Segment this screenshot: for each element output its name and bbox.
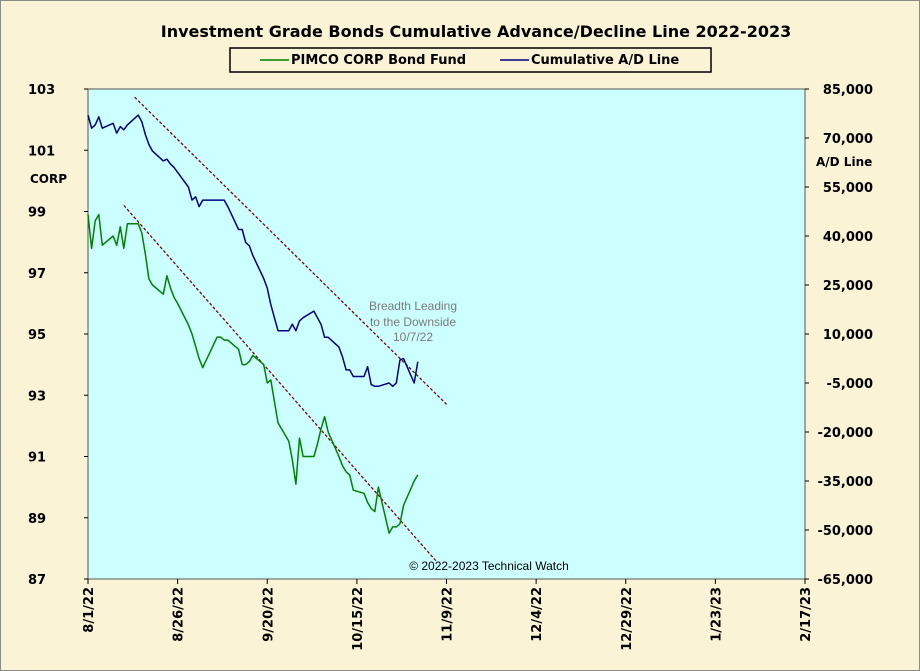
trendlines: [123, 96, 447, 562]
series-line-ad: [87, 114, 419, 388]
right-tick-label: 25,000: [823, 279, 873, 294]
right-tick-label: 85,000: [823, 83, 873, 98]
left-tick-label: 103: [28, 83, 55, 98]
x-tick-label: 11/9/22: [441, 587, 456, 642]
left-axis: 103 101 99 97 95 93 91 89 87: [28, 83, 88, 588]
legend-box: [229, 47, 712, 73]
legend-label-corp: PIMCO CORP Bond Fund: [291, 53, 466, 68]
x-tick-label: 12/4/22: [530, 587, 545, 642]
plot-area: [87, 88, 806, 580]
left-tick-label: 93: [28, 389, 46, 404]
x-tick-label: 10/15/22: [351, 587, 366, 651]
x-tick-label: 9/20/22: [261, 587, 276, 642]
annotation-line-3: 10/7/22: [393, 330, 433, 344]
right-tick-label: 10,000: [823, 328, 873, 343]
series-lines: [87, 114, 419, 534]
x-tick-label: 12/29/22: [620, 587, 635, 651]
right-tick-label: -20,000: [817, 426, 873, 441]
right-axis: 85,000 70,000 55,000 40,000 25,000 10,000 -5,0…: [805, 83, 873, 588]
right-tick-label: -5,000: [826, 377, 873, 392]
right-tick-label: 40,000: [823, 230, 873, 245]
annotation-line-2: to the Downside: [370, 315, 456, 329]
right-tick-label: -35,000: [817, 475, 873, 490]
x-tick-label: 1/23/23: [709, 587, 724, 642]
left-tick-label: 95: [28, 328, 46, 343]
annotation: Breadth Leading to the Downside 10/7/22: [369, 299, 457, 344]
chart-title: Investment Grade Bonds Cumulative Advanc…: [161, 22, 791, 41]
series-line-corp: [87, 213, 419, 534]
left-tick-label: 97: [28, 267, 46, 282]
left-tick-label: 87: [28, 573, 46, 588]
right-tick-label: 70,000: [823, 132, 873, 147]
left-tick-label: 99: [28, 206, 46, 221]
left-tick-label: 101: [28, 144, 55, 159]
legend: PIMCO CORP Bond Fund Cumulative A/D Line: [229, 47, 712, 73]
x-axis: 8/1/22 8/26/22 9/20/22 10/15/22 11/9/22 12/4/…: [82, 579, 814, 651]
x-tick-label: 8/26/22: [172, 587, 187, 642]
right-tick-label: -50,000: [817, 524, 873, 539]
left-axis-label: CORP: [30, 172, 67, 186]
right-tick-label: 55,000: [823, 181, 873, 196]
trendline-left: [123, 204, 437, 562]
legend-label-ad: Cumulative A/D Line: [531, 53, 679, 68]
trendline-right: [134, 96, 447, 405]
right-tick-label: -65,000: [817, 573, 873, 588]
left-tick-label: 89: [28, 512, 46, 527]
left-tick-label: 91: [28, 451, 46, 466]
x-tick-label: 2/17/23: [799, 587, 814, 642]
right-axis-label: A/D Line: [816, 155, 872, 169]
annotation-line-1: Breadth Leading: [369, 299, 457, 313]
copyright: © 2022-2023 Technical Watch: [409, 559, 569, 573]
x-tick-label: 8/1/22: [82, 587, 97, 633]
